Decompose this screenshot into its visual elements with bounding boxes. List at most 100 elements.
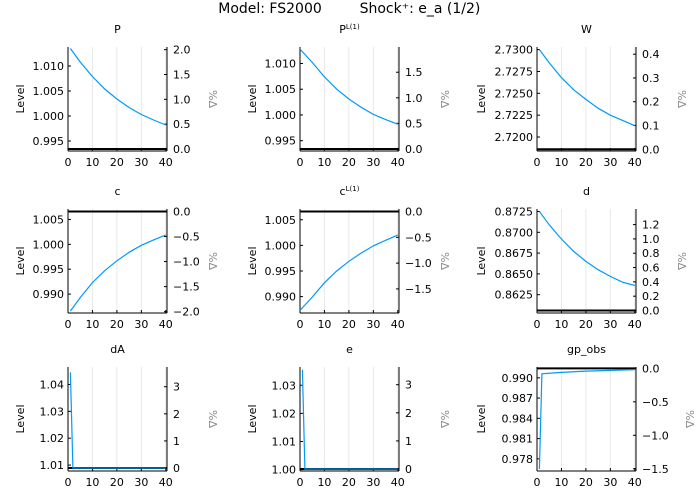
x-tick-label: 40 xyxy=(628,318,642,331)
x-tick-label: 10 xyxy=(317,476,331,489)
right-y-tick-label: 0.1 xyxy=(642,119,660,132)
subplot-title: e xyxy=(346,343,353,356)
subplot-title: cL(1) xyxy=(340,185,360,198)
y-tick-label: 1.000 xyxy=(33,238,65,251)
right-y-tick-label: −1.5 xyxy=(405,283,432,296)
right-y-tick-label: 0.0 xyxy=(173,143,191,156)
right-y-tick-label: 0.5 xyxy=(405,117,423,130)
x-tick-label: 40 xyxy=(628,156,642,169)
right-y-tick-label: 0.2 xyxy=(642,96,660,109)
right-y-tick-label: 0.6 xyxy=(642,262,660,275)
y-tick-label: 0.8625 xyxy=(495,289,534,302)
right-y-tick-label: 1.5 xyxy=(173,68,191,81)
y-tick-label: 0.995 xyxy=(33,135,65,148)
subplot-title: P xyxy=(114,23,121,36)
y-axis-label: Level xyxy=(475,84,488,113)
x-tick-label: 0 xyxy=(65,476,72,489)
right-y-tick-label: 0.0 xyxy=(642,143,660,156)
subplot-title: PL(1) xyxy=(339,23,360,36)
x-tick-label: 40 xyxy=(159,156,173,169)
y-tick-label: 0.995 xyxy=(265,265,297,278)
right-y-tick-label: 0.4 xyxy=(642,48,660,61)
y-tick-label: 1.010 xyxy=(33,60,65,73)
right-y-tick-label: 0 xyxy=(405,463,412,476)
y-axis-label: Level xyxy=(246,84,259,113)
right-y-tick-label: 2 xyxy=(173,408,180,421)
x-tick-label: 0 xyxy=(65,318,72,331)
y-tick-label: 0.995 xyxy=(265,135,297,148)
x-tick-label: 10 xyxy=(85,318,99,331)
right-y-tick-label: −1.0 xyxy=(405,257,432,270)
x-tick-label: 30 xyxy=(134,156,148,169)
x-tick-label: 30 xyxy=(366,476,380,489)
x-tick-label: 10 xyxy=(554,156,568,169)
y-tick-label: 1.005 xyxy=(33,213,65,226)
figure-title-model: Model: FS2000 xyxy=(218,1,322,17)
right-y-tick-label: 0.2 xyxy=(642,290,660,303)
x-tick-label: 0 xyxy=(534,318,541,331)
x-tick-label: 10 xyxy=(317,318,331,331)
subplot-title: gp_obs xyxy=(567,343,606,356)
x-tick-label: 20 xyxy=(579,476,593,489)
impulse-response-line xyxy=(539,370,634,469)
y-tick-label: 1.04 xyxy=(40,378,65,391)
title-superscript: L(1) xyxy=(346,185,360,193)
impulse-response-line xyxy=(70,235,165,311)
x-tick-label: 20 xyxy=(110,476,124,489)
right-y-tick-label: 0.0 xyxy=(405,143,423,156)
right-y-tick-label: 1.5 xyxy=(405,66,423,79)
impulse-response-line xyxy=(539,50,634,126)
y-tick-label: 0.8675 xyxy=(495,247,534,260)
y-axis-label: Level xyxy=(475,404,488,433)
y-tick-label: 1.01 xyxy=(40,459,65,472)
x-tick-label: 10 xyxy=(317,156,331,169)
figure-title-shock: Shock⁺: e_a (1/2) xyxy=(360,1,481,17)
right-y-tick-label: −2.0 xyxy=(173,306,200,319)
right-y-tick-label: 0.3 xyxy=(642,72,660,85)
right-y-tick-label: 1.0 xyxy=(642,233,660,246)
right-axis-label: %Δ xyxy=(675,90,688,108)
y-tick-label: 1.00 xyxy=(272,464,297,477)
right-y-tick-label: 1.0 xyxy=(405,92,423,105)
y-tick-label: 0.995 xyxy=(33,263,65,276)
right-y-tick-label: 0.5 xyxy=(173,118,191,131)
x-tick-label: 30 xyxy=(603,156,617,169)
right-axis-label: %Δ xyxy=(438,90,451,108)
right-axis-label: %Δ xyxy=(206,252,219,270)
y-tick-label: 1.010 xyxy=(265,57,297,70)
y-tick-label: 0.990 xyxy=(265,291,297,304)
y-tick-label: 1.005 xyxy=(265,214,297,227)
y-axis-label: Level xyxy=(246,404,259,433)
x-tick-label: 0 xyxy=(297,156,304,169)
x-tick-label: 30 xyxy=(366,318,380,331)
y-tick-label: 1.000 xyxy=(33,110,65,123)
right-y-tick-label: 1.0 xyxy=(173,93,191,106)
x-tick-label: 20 xyxy=(342,476,356,489)
right-y-tick-label: 3 xyxy=(405,379,412,392)
x-tick-label: 30 xyxy=(366,156,380,169)
y-tick-label: 2.7225 xyxy=(495,109,534,122)
x-tick-label: 20 xyxy=(110,156,124,169)
x-tick-label: 20 xyxy=(579,318,593,331)
x-tick-label: 0 xyxy=(65,156,72,169)
x-tick-label: 40 xyxy=(159,318,173,331)
y-tick-label: 0.990 xyxy=(502,372,534,385)
x-tick-label: 0 xyxy=(534,156,541,169)
right-axis-label: %Δ xyxy=(206,410,219,428)
x-tick-label: 30 xyxy=(134,318,148,331)
x-tick-label: 0 xyxy=(297,476,304,489)
right-axis-label: %Δ xyxy=(438,252,451,270)
right-y-tick-label: −1.0 xyxy=(173,256,200,269)
subplot-title: W xyxy=(581,23,592,36)
x-tick-label: 40 xyxy=(391,156,405,169)
y-axis-label: Level xyxy=(14,404,27,433)
right-axis-label: %Δ xyxy=(683,410,696,428)
right-y-tick-label: 2 xyxy=(405,407,412,420)
x-tick-label: 20 xyxy=(579,156,593,169)
y-axis-label: Level xyxy=(246,246,259,275)
right-y-tick-label: 0 xyxy=(173,462,180,475)
y-tick-label: 1.03 xyxy=(272,379,297,392)
